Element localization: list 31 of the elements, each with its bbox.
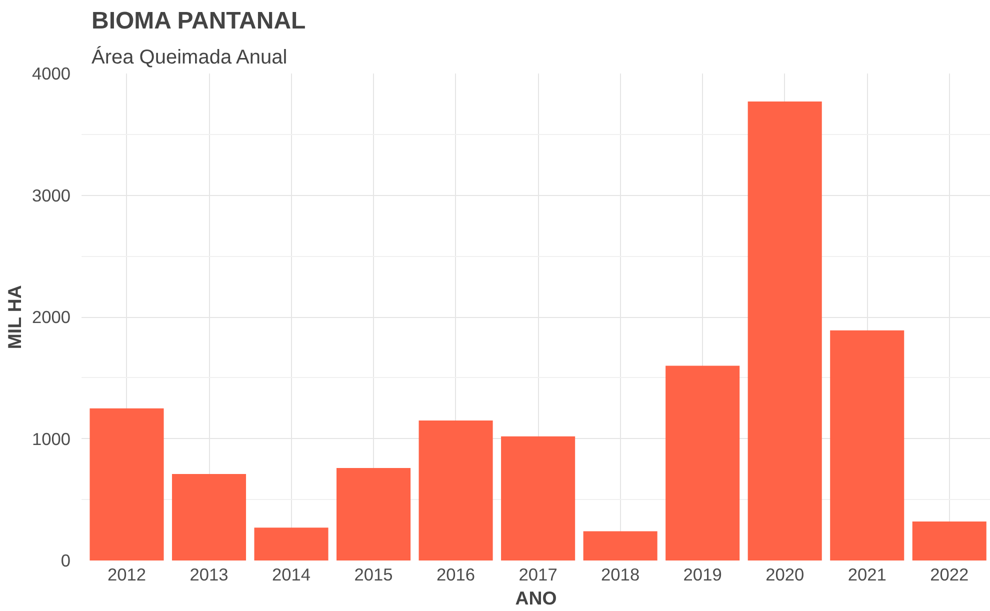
x-tick-label: 2016 bbox=[436, 564, 476, 584]
x-tick-label: 2015 bbox=[354, 564, 393, 584]
bar bbox=[583, 531, 658, 560]
y-tick-label: 3000 bbox=[32, 185, 71, 206]
x-tick-label: 2012 bbox=[107, 564, 146, 584]
bar bbox=[336, 468, 411, 560]
x-axis-title: ANO bbox=[515, 588, 557, 608]
x-tick-label: 2022 bbox=[930, 564, 969, 584]
x-tick-label: 2014 bbox=[272, 564, 311, 584]
bar bbox=[418, 420, 493, 560]
x-tick-label: 2017 bbox=[518, 564, 558, 584]
bar bbox=[254, 528, 328, 560]
y-tick-label: 2000 bbox=[32, 307, 71, 327]
y-axis-title: MIL HA bbox=[4, 285, 25, 350]
y-tick-label: 0 bbox=[60, 550, 71, 570]
chart-subtitle: Área Queimada Anual bbox=[92, 46, 288, 68]
bar bbox=[830, 330, 904, 560]
x-tick-label: 2019 bbox=[683, 564, 722, 584]
bar bbox=[748, 102, 822, 560]
x-tick-label: 2018 bbox=[601, 564, 640, 584]
chart-title: BIOMA PANTANAL bbox=[92, 8, 306, 34]
bar bbox=[90, 408, 164, 560]
bar bbox=[172, 474, 246, 560]
x-tick-label: 2021 bbox=[848, 564, 886, 584]
bar bbox=[912, 522, 986, 560]
y-tick-label: 4000 bbox=[32, 64, 71, 84]
x-tick-label: 2013 bbox=[190, 564, 228, 584]
y-tick-label: 1000 bbox=[32, 428, 71, 449]
bar bbox=[666, 366, 740, 560]
x-tick-label: 2020 bbox=[766, 564, 804, 584]
bar bbox=[501, 436, 576, 560]
